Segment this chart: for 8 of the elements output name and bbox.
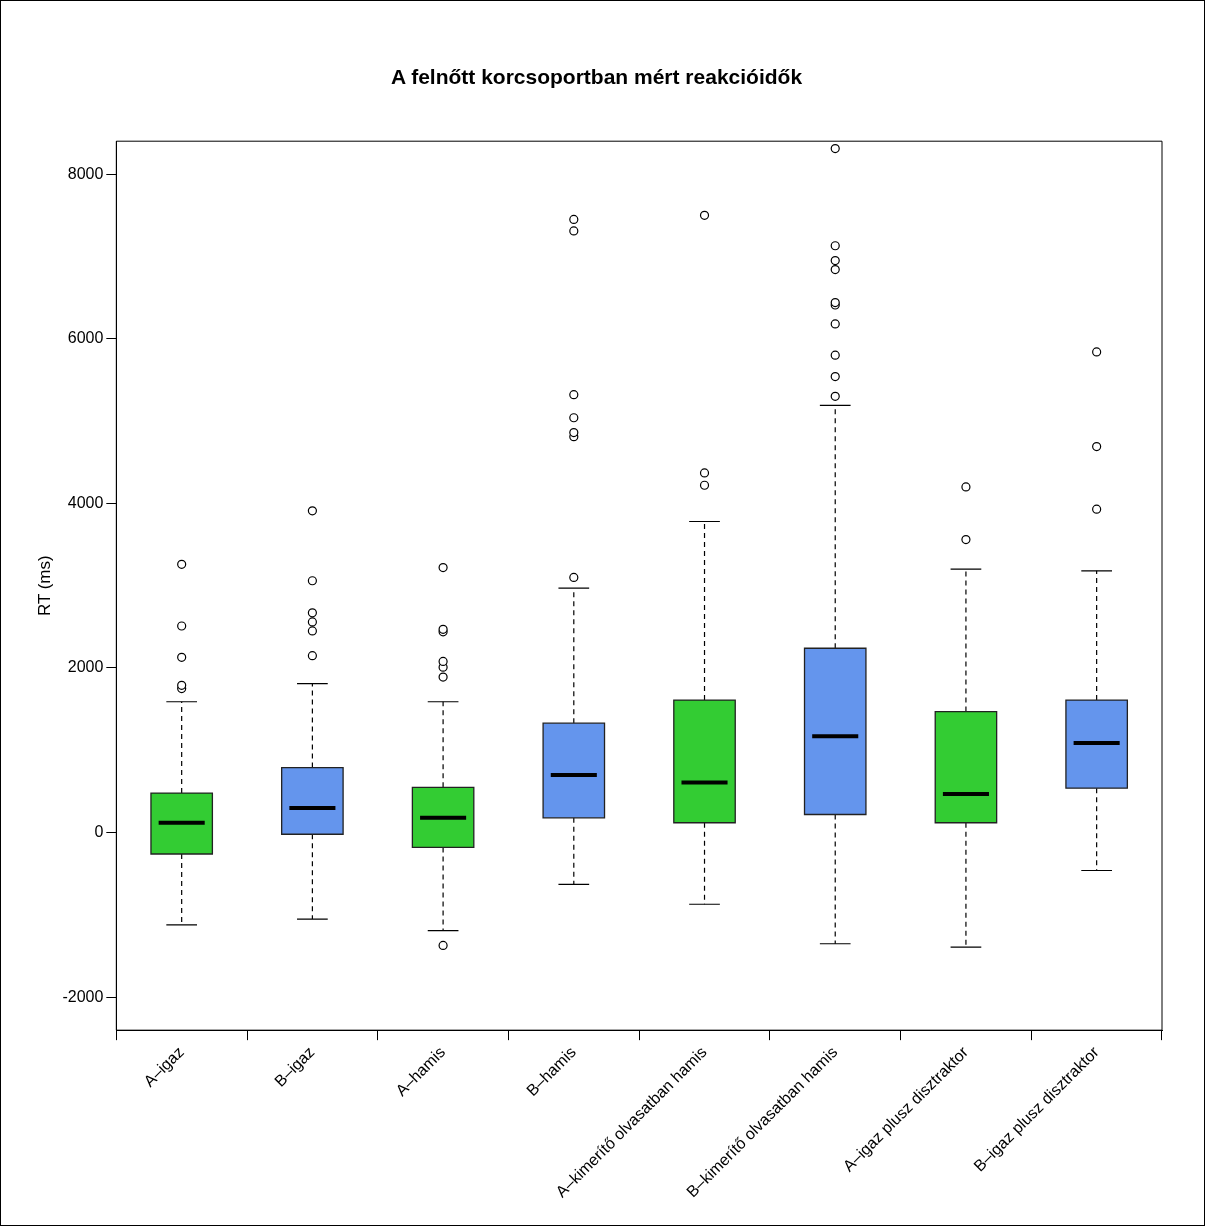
y-tick-label: -2000 (62, 987, 104, 1005)
y-tick-label: 8000 (67, 164, 104, 182)
y-tick-label: 4000 (67, 493, 104, 511)
y-axis-title: RT (ms) (34, 555, 54, 617)
y-tick-label: 6000 (67, 329, 104, 347)
y-tick-label: 2000 (67, 658, 104, 676)
chart-title: A felnőtt korcsoportban mért reakcióidők (390, 65, 803, 89)
y-tick-label: 0 (94, 823, 104, 841)
